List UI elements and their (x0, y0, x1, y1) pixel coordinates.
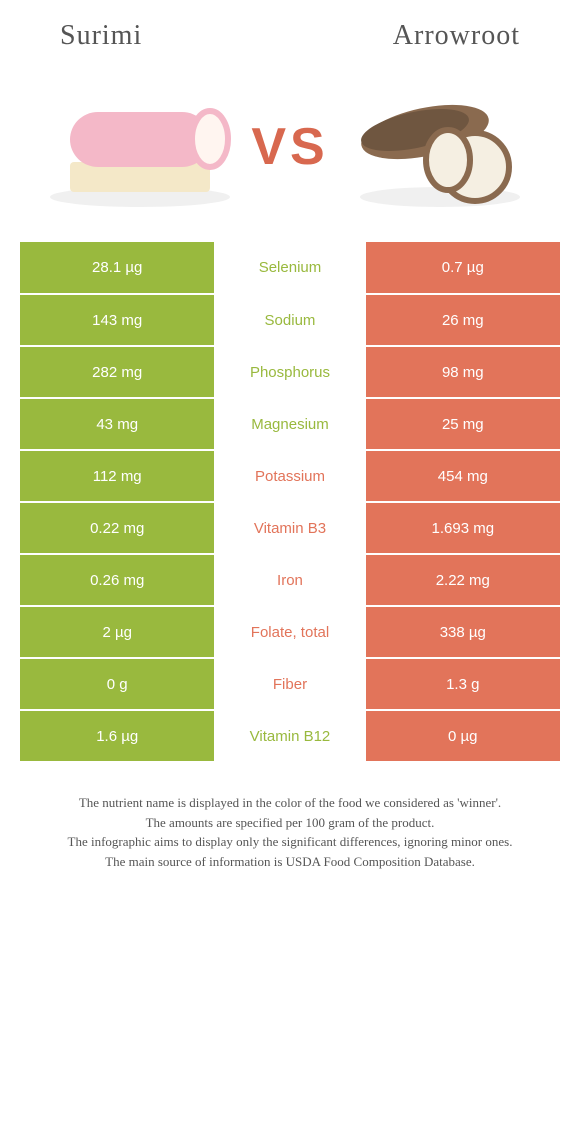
table-row: 43 mgMagnesium25 mg (20, 398, 560, 450)
right-value: 25 mg (366, 398, 560, 450)
right-value: 454 mg (366, 450, 560, 502)
right-value: 1.693 mg (366, 502, 560, 554)
nutrient-name: Vitamin B12 (214, 710, 365, 762)
right-value: 1.3 g (366, 658, 560, 710)
left-value: 143 mg (20, 294, 214, 346)
table-row: 2 µgFolate, total338 µg (20, 606, 560, 658)
arrowroot-image (340, 82, 540, 212)
images-row: VS (20, 72, 560, 242)
right-value: 0.7 µg (366, 242, 560, 294)
nutrient-table: 28.1 µgSelenium0.7 µg143 mgSodium26 mg28… (20, 242, 560, 763)
table-row: 0.26 mgIron2.22 mg (20, 554, 560, 606)
left-food-title: Surimi (60, 20, 142, 52)
table-row: 0.22 mgVitamin B31.693 mg (20, 502, 560, 554)
nutrient-name: Potassium (214, 450, 365, 502)
footnotes: The nutrient name is displayed in the co… (20, 793, 560, 871)
left-value: 43 mg (20, 398, 214, 450)
nutrient-name: Sodium (214, 294, 365, 346)
table-row: 28.1 µgSelenium0.7 µg (20, 242, 560, 294)
nutrient-name: Folate, total (214, 606, 365, 658)
right-value: 2.22 mg (366, 554, 560, 606)
left-value: 282 mg (20, 346, 214, 398)
note-line: The infographic aims to display only the… (30, 832, 550, 852)
surimi-image (40, 82, 240, 212)
table-row: 1.6 µgVitamin B120 µg (20, 710, 560, 762)
left-value: 112 mg (20, 450, 214, 502)
right-value: 26 mg (366, 294, 560, 346)
left-value: 28.1 µg (20, 242, 214, 294)
table-row: 143 mgSodium26 mg (20, 294, 560, 346)
note-line: The amounts are specified per 100 gram o… (30, 813, 550, 833)
table-row: 112 mgPotassium454 mg (20, 450, 560, 502)
left-value: 2 µg (20, 606, 214, 658)
note-line: The nutrient name is displayed in the co… (30, 793, 550, 813)
left-value: 0.26 mg (20, 554, 214, 606)
right-value: 98 mg (366, 346, 560, 398)
vs-label: VS (251, 117, 328, 177)
right-value: 338 µg (366, 606, 560, 658)
nutrient-name: Phosphorus (214, 346, 365, 398)
table-row: 0 gFiber1.3 g (20, 658, 560, 710)
nutrient-name: Magnesium (214, 398, 365, 450)
nutrient-name: Vitamin B3 (214, 502, 365, 554)
nutrient-name: Fiber (214, 658, 365, 710)
left-value: 1.6 µg (20, 710, 214, 762)
left-value: 0.22 mg (20, 502, 214, 554)
note-line: The main source of information is USDA F… (30, 852, 550, 872)
nutrient-name: Selenium (214, 242, 365, 294)
left-value: 0 g (20, 658, 214, 710)
right-value: 0 µg (366, 710, 560, 762)
header-row: Surimi Arrowroot (20, 20, 560, 72)
nutrient-name: Iron (214, 554, 365, 606)
table-row: 282 mgPhosphorus98 mg (20, 346, 560, 398)
right-food-title: Arrowroot (393, 20, 520, 52)
